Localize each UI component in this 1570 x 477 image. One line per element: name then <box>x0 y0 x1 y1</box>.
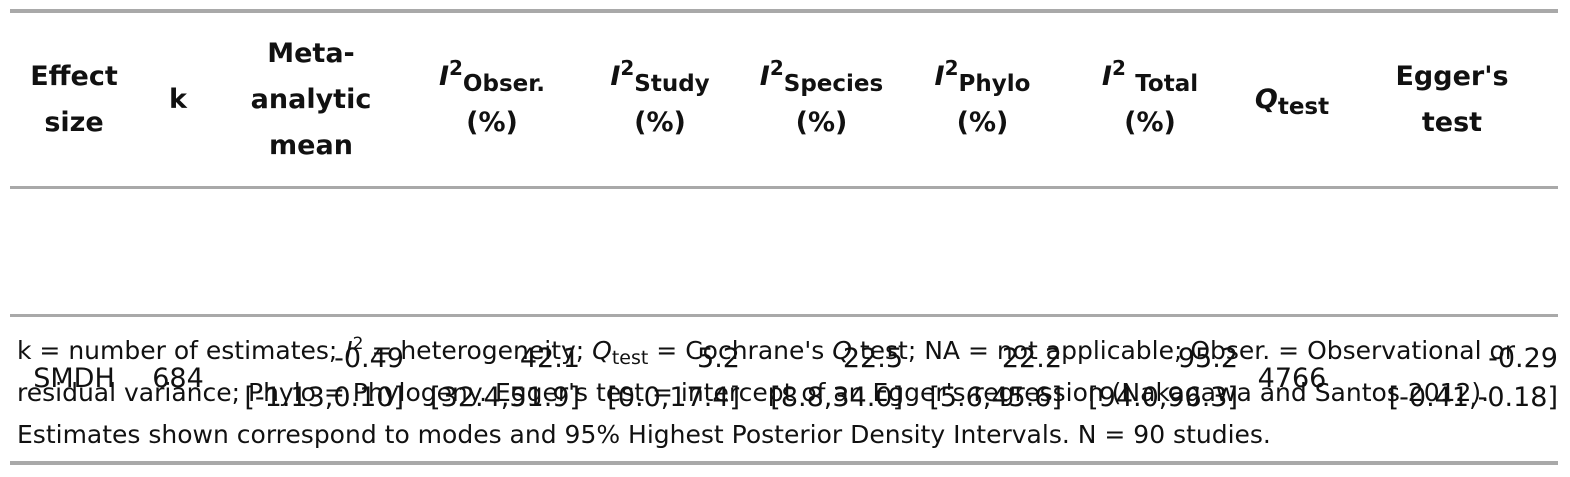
header-i2-phylo: I2Phylo (%) <box>934 55 1031 138</box>
header-i2-species: I2Species (%) <box>759 55 884 138</box>
cell-i2-obser: 42.1 [32.4,51.9] <box>404 314 580 442</box>
cell-interval: [32.4,51.9] <box>430 382 580 413</box>
cell-i2-species: 22.5 [8.8,34.0] <box>740 314 903 442</box>
header-i2-study: I2Study (%) <box>610 55 710 138</box>
cell-interval: [-0.41,-0.18] <box>1388 382 1558 413</box>
table-bottom-rule <box>10 461 1558 465</box>
header-row: Effect size k Meta- analytic mean I2Obse… <box>10 13 1558 186</box>
header-i2-total: I2 Total (%) <box>1101 55 1199 138</box>
cell-i2-total: 95.2 [94.0,96.3] <box>1062 314 1238 442</box>
cell-estimate: -0.29 <box>1488 343 1558 374</box>
cell-interval: [8.8,34.0] <box>770 382 903 413</box>
cell-eggers-test: -0.29 [-0.41,-0.18] <box>1346 314 1558 442</box>
cell-effect-size: SMDH <box>33 362 115 394</box>
header-i2-obser: I2Obser. (%) <box>438 55 546 138</box>
cell-estimate: 22.5 <box>842 343 903 374</box>
table-row: SMDH 684 -0.49 [-1.13,0.10] 42.1 [32.4,5… <box>10 314 1558 442</box>
cell-estimate: -0.49 <box>334 343 404 374</box>
header-k: k <box>169 83 187 115</box>
cell-interval: [-1.13,0.10] <box>244 382 404 413</box>
cell-interval: [0.0,17.4] <box>607 382 740 413</box>
cell-estimate: 5.2 <box>697 343 740 374</box>
cell-estimate: 95.2 <box>1177 343 1238 374</box>
table-footnote: k = number of estimates; I2 = heterogene… <box>17 334 1516 450</box>
cell-interval: [94.0,96.3] <box>1088 382 1238 413</box>
meta-analysis-table: Effect size k Meta- analytic mean I2Obse… <box>10 13 1558 442</box>
cell-estimate: 22.2 <box>1001 343 1062 374</box>
cell-i2-study: 5.2 [0.0,17.4] <box>580 314 740 442</box>
table-header-rule <box>10 186 1558 189</box>
header-meta-analytic-mean: Meta- analytic mean <box>250 37 372 161</box>
table-top-rule <box>10 9 1558 13</box>
header-effect-size: Effect size <box>30 60 118 138</box>
header-q-test: Qtest <box>1254 83 1330 120</box>
header-eggers-test: Egger's test <box>1395 60 1509 138</box>
cell-q-test: 4766 <box>1257 362 1327 394</box>
cell-meta-analytic-mean: -0.49 [-1.13,0.10] <box>218 314 404 442</box>
cell-interval: [5.6,45.6] <box>929 382 1062 413</box>
cell-estimate: 42.1 <box>519 343 580 374</box>
cell-i2-phylo: 22.2 [5.6,45.6] <box>903 314 1062 442</box>
table-body-rule <box>10 314 1558 317</box>
cell-k: 684 <box>152 362 204 394</box>
